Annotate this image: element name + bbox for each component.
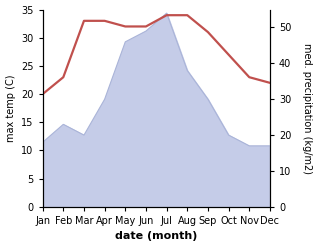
X-axis label: date (month): date (month) (115, 231, 197, 242)
Y-axis label: med. precipitation (kg/m2): med. precipitation (kg/m2) (302, 43, 313, 174)
Y-axis label: max temp (C): max temp (C) (5, 74, 16, 142)
